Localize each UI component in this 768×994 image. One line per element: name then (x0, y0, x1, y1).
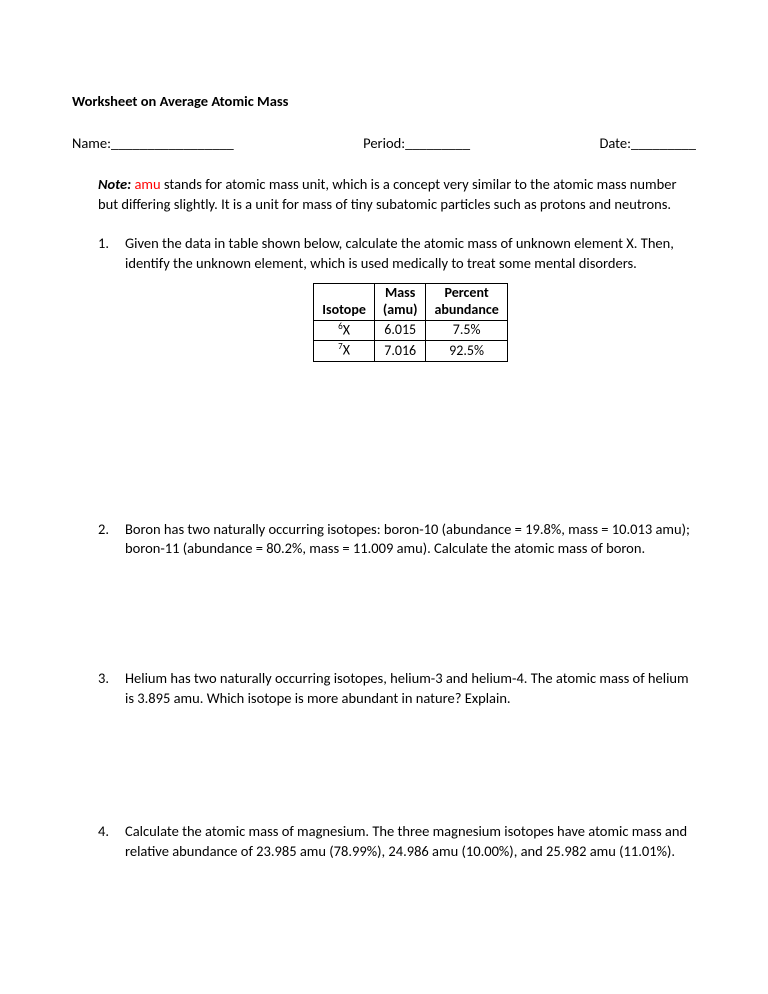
period-field: Period:_________ (363, 134, 470, 154)
table-header-abundance: Percentabundance (426, 284, 507, 321)
isotope-cell: 7X (314, 341, 375, 361)
name-field: Name:_________________ (72, 134, 234, 154)
amu-term: amu (134, 175, 160, 193)
table-row: 6X 6.015 7.5% (314, 320, 508, 340)
note-text: stands for atomic mass unit, which is a … (98, 175, 677, 213)
question-4-text: Calculate the atomic mass of magnesium. … (125, 822, 687, 860)
table-header-mass: Mass(amu) (374, 284, 426, 321)
workspace-gap (72, 726, 696, 822)
worksheet-page: Worksheet on Average Atomic Mass Name:__… (0, 0, 768, 861)
header-line: Name:_________________ Period:_________ … (72, 134, 696, 154)
isotope-table: Isotope Mass(amu) Percentabundance 6X 6.… (313, 283, 508, 362)
abundance-cell: 92.5% (426, 341, 507, 361)
question-2-text: Boron has two naturally occurring isotop… (125, 520, 690, 558)
table-header-row: Isotope Mass(amu) Percentabundance (314, 284, 508, 321)
isotope-cell: 6X (314, 320, 375, 340)
workspace-gap (72, 380, 696, 520)
question-4-number: 4. (98, 822, 109, 842)
question-3-number: 3. (98, 669, 109, 689)
question-2: 2. Boron has two naturally occurring iso… (72, 520, 696, 559)
mass-cell: 6.015 (374, 320, 426, 340)
question-3-text: Helium has two naturally occurring isoto… (125, 669, 689, 707)
workspace-gap (72, 577, 696, 669)
question-2-number: 2. (98, 520, 109, 540)
date-field: Date:_________ (599, 134, 696, 154)
worksheet-title: Worksheet on Average Atomic Mass (72, 92, 696, 112)
table-row: 7X 7.016 92.5% (314, 341, 508, 361)
abundance-cell: 7.5% (426, 320, 507, 340)
note-block: Note: amu stands for atomic mass unit, w… (72, 175, 696, 214)
question-1-number: 1. (98, 234, 109, 254)
question-1-text: Given the data in table shown below, cal… (125, 234, 674, 272)
question-1: 1. Given the data in table shown below, … (72, 234, 696, 362)
question-4: 4. Calculate the atomic mass of magnesiu… (72, 822, 696, 861)
note-prefix: Note: (98, 175, 131, 193)
question-3: 3. Helium has two naturally occurring is… (72, 669, 696, 708)
table-header-isotope: Isotope (314, 284, 375, 321)
mass-cell: 7.016 (374, 341, 426, 361)
